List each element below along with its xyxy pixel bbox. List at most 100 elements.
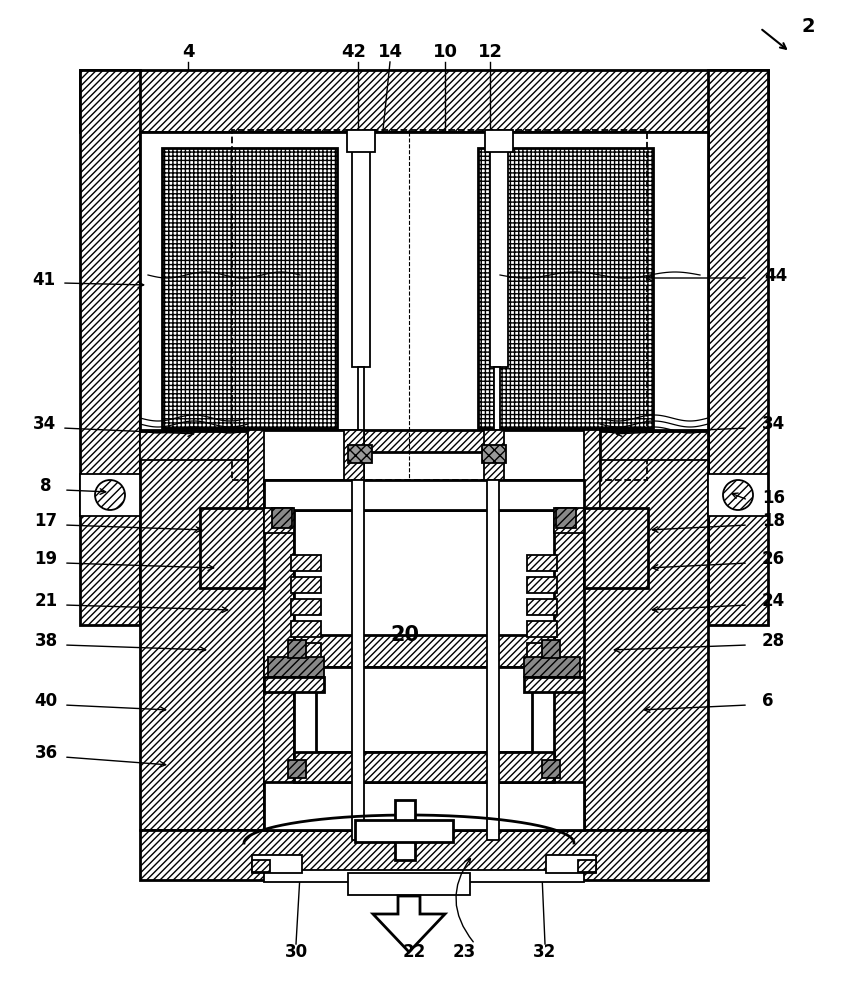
Text: 32: 32 — [533, 943, 557, 961]
Bar — [140, 430, 708, 452]
Bar — [294, 510, 554, 830]
Bar — [358, 367, 364, 497]
Text: 44: 44 — [764, 267, 788, 285]
Bar — [200, 508, 264, 588]
Bar — [554, 508, 584, 533]
Bar — [288, 640, 306, 658]
Bar — [527, 643, 557, 659]
Bar — [140, 452, 264, 830]
Bar — [248, 430, 360, 480]
Bar — [708, 70, 768, 625]
Bar — [80, 70, 768, 132]
Bar — [80, 70, 140, 625]
Text: 12: 12 — [477, 43, 503, 61]
Bar — [478, 148, 653, 428]
Text: 20: 20 — [391, 625, 420, 645]
Text: 4: 4 — [182, 43, 195, 61]
Bar — [316, 667, 532, 752]
Text: 10: 10 — [432, 43, 458, 61]
Circle shape — [723, 480, 753, 510]
Bar — [355, 820, 453, 842]
Text: 36: 36 — [35, 744, 58, 762]
Text: 21: 21 — [35, 592, 58, 610]
Bar — [248, 430, 264, 545]
Bar — [294, 752, 554, 782]
Bar — [395, 800, 415, 860]
Bar — [288, 760, 306, 778]
Bar — [291, 621, 321, 637]
Circle shape — [95, 480, 125, 510]
Bar — [584, 508, 648, 588]
Bar — [554, 510, 584, 830]
Text: 34: 34 — [32, 415, 56, 433]
Text: 40: 40 — [35, 692, 58, 710]
Text: 26: 26 — [762, 550, 785, 568]
Bar — [272, 508, 292, 528]
Bar — [264, 480, 584, 510]
Bar — [162, 148, 337, 428]
Text: 2: 2 — [801, 16, 815, 35]
Bar — [291, 577, 321, 593]
Bar — [140, 432, 248, 460]
Bar — [140, 132, 708, 492]
Bar — [524, 657, 580, 677]
Text: 24: 24 — [762, 592, 785, 610]
Bar — [352, 132, 370, 367]
Bar — [527, 599, 557, 615]
Bar — [584, 430, 600, 545]
Bar — [294, 635, 554, 667]
Bar — [80, 474, 140, 516]
Bar — [494, 367, 500, 497]
Bar — [347, 130, 375, 152]
Bar — [542, 640, 560, 658]
Bar — [527, 555, 557, 571]
Bar — [291, 599, 321, 615]
Text: 30: 30 — [284, 943, 308, 961]
Bar — [542, 760, 560, 778]
Bar — [264, 677, 324, 692]
Text: 34: 34 — [762, 415, 785, 433]
Bar — [527, 621, 557, 637]
Bar — [352, 480, 364, 840]
Bar — [584, 452, 708, 830]
Bar — [344, 430, 364, 490]
Bar — [487, 480, 499, 840]
Text: 6: 6 — [762, 692, 773, 710]
Text: 42: 42 — [342, 43, 366, 61]
Text: 22: 22 — [403, 943, 426, 961]
Bar — [488, 430, 600, 480]
Bar — [264, 508, 294, 533]
Bar — [252, 855, 302, 873]
Text: 16: 16 — [762, 489, 785, 507]
Polygon shape — [373, 896, 445, 952]
Text: 41: 41 — [32, 271, 56, 289]
Bar — [546, 855, 596, 873]
Text: 38: 38 — [35, 632, 58, 650]
Bar — [527, 577, 557, 593]
Bar — [482, 445, 506, 463]
Bar — [348, 873, 470, 895]
Text: 28: 28 — [762, 632, 785, 650]
Text: 17: 17 — [35, 512, 58, 530]
Bar — [600, 432, 708, 460]
Text: 14: 14 — [377, 43, 403, 61]
Bar — [708, 474, 768, 516]
Bar — [484, 430, 504, 490]
Bar — [291, 643, 321, 659]
Text: 19: 19 — [35, 550, 58, 568]
Text: 8: 8 — [41, 477, 52, 495]
Bar — [485, 130, 513, 152]
Bar — [232, 130, 647, 480]
Bar — [348, 445, 372, 463]
Bar — [268, 657, 324, 677]
Bar — [291, 555, 321, 571]
Bar — [556, 508, 576, 528]
Bar — [578, 860, 596, 872]
Bar — [252, 860, 270, 872]
Bar — [264, 782, 584, 830]
Text: 23: 23 — [453, 943, 475, 961]
Bar — [524, 677, 584, 692]
Bar — [264, 870, 584, 882]
Text: 18: 18 — [762, 512, 785, 530]
Bar — [140, 830, 708, 880]
